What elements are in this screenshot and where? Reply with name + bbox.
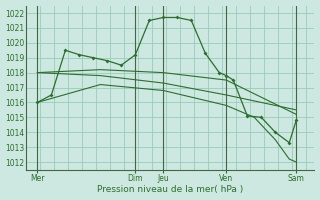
X-axis label: Pression niveau de la mer( hPa ): Pression niveau de la mer( hPa ) xyxy=(97,185,244,194)
